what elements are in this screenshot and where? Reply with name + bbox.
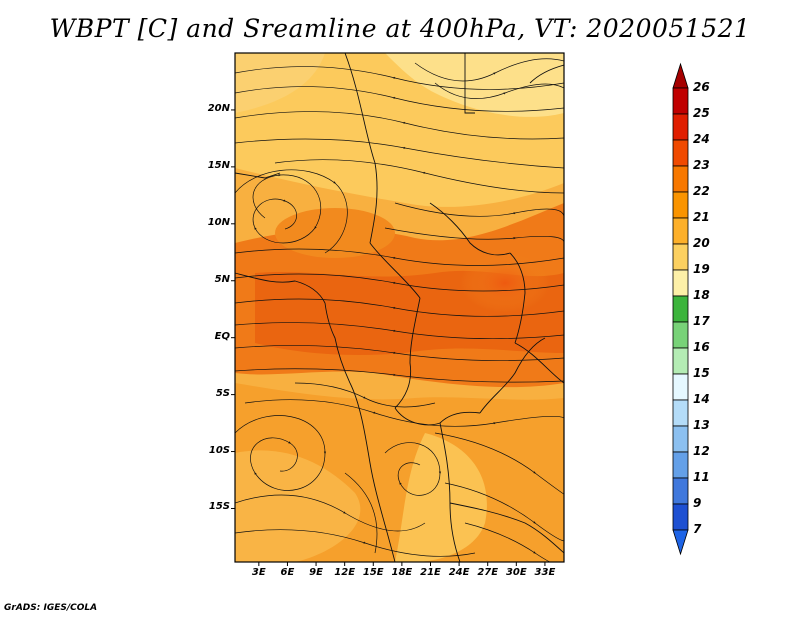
colorbar-bin — [672, 425, 689, 453]
colorbar-tick-label: 15 — [693, 366, 710, 380]
lon-tick-label: 18E — [391, 567, 413, 578]
colorbar-tick-label: 20 — [693, 236, 710, 250]
colorbar-tick-label: 21 — [693, 210, 710, 224]
lat-tick-label: 20N — [207, 102, 230, 114]
colorbar-bin — [672, 217, 689, 245]
lon-tick-label: 3E — [251, 567, 266, 578]
lat-tick-label: 5N — [214, 273, 230, 285]
lon-tick-label: 9E — [309, 567, 323, 578]
colorbar-bin — [672, 191, 689, 219]
colorbar-tick-label: 11 — [693, 470, 710, 484]
colorbar-bin — [672, 113, 689, 141]
map-plot — [235, 53, 564, 562]
colorbar-bin — [672, 139, 689, 167]
colorbar-tick-label: 22 — [693, 184, 710, 198]
colorbar-min-triangle — [672, 529, 689, 556]
lat-tick-label: 15S — [208, 501, 230, 513]
colorbar-bin — [672, 87, 689, 115]
lat-tick-label: 5S — [215, 387, 230, 399]
colorbar-tick-label: 19 — [693, 262, 710, 276]
lon-tick-label: 21E — [420, 567, 441, 578]
lat-tick-label: 10S — [208, 444, 230, 456]
colorbar-bin — [672, 451, 689, 479]
lon-tick-label: 24E — [448, 567, 470, 578]
colorbar-tick-label: 25 — [693, 106, 710, 120]
colorbar-tick-label: 18 — [693, 288, 710, 302]
colorbar-bin — [672, 269, 689, 297]
lon-tick-label: 12E — [334, 567, 356, 578]
lon-tick-label: 27E — [477, 567, 499, 578]
colorbar-tick-label: 16 — [693, 340, 710, 354]
colorbar-tick-label: 7 — [693, 522, 702, 536]
colorbar-tick-label: 17 — [693, 314, 710, 328]
colorbar-bin — [672, 477, 689, 505]
lon-tick-label: 15E — [362, 567, 384, 578]
lat-tick-label: 10N — [207, 216, 230, 228]
colorbar-tick-label: 14 — [693, 392, 710, 406]
colorbar-tick-label: 26 — [693, 80, 710, 94]
colorbar-tick-label: 9 — [693, 496, 702, 510]
lon-tick-label: 30E — [505, 567, 527, 578]
lon-tick-label: 6E — [280, 567, 295, 578]
colorbar-bin — [672, 503, 689, 531]
colorbar-tick-label: 24 — [693, 132, 710, 146]
colorbar-max-triangle — [672, 62, 689, 89]
footer-credit: GrADS: IGES/COLA — [4, 603, 98, 613]
map-panel — [235, 53, 564, 562]
colorbar-bin — [672, 373, 689, 401]
colorbar-bin — [672, 321, 689, 349]
colorbar-bin — [672, 347, 689, 375]
lat-tick-label: EQ — [214, 330, 230, 342]
lon-tick-label: 33E — [534, 567, 556, 578]
colorbar-tick-label: 23 — [693, 158, 710, 172]
chart-title: WBPT [C] and Sreamline at 400hPa, VT: 20… — [49, 14, 751, 43]
colorbar-bin — [672, 243, 689, 271]
colorbar-bin — [672, 399, 689, 427]
colorbar-tick-label: 12 — [693, 444, 710, 458]
lat-tick-label: 15N — [207, 159, 230, 171]
colorbar-bin — [672, 165, 689, 193]
colorbar-bin — [672, 295, 689, 323]
colorbar-tick-label: 13 — [693, 418, 710, 432]
